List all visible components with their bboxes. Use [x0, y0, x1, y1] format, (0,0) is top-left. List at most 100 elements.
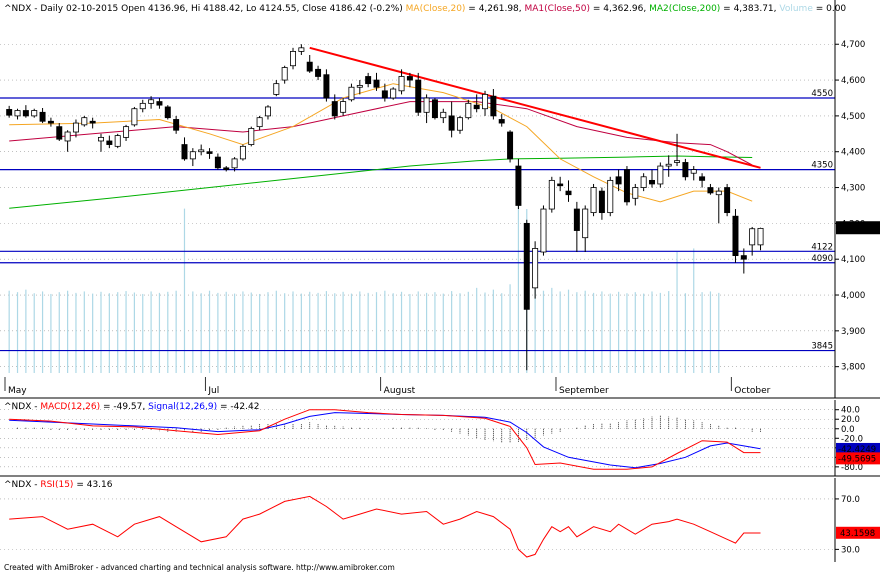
candle-down	[724, 187, 731, 214]
candle-up	[482, 93, 489, 110]
footer-credit: Created with AmiBroker - advanced charti…	[4, 563, 395, 572]
candle-up	[123, 126, 130, 138]
price-title-part-4: = 4,362.96,	[590, 4, 646, 14]
price-title-part-8: = 0.00	[813, 4, 847, 14]
resistance-trendline	[309, 46, 761, 169]
level-label-4122: 4122	[811, 242, 833, 252]
candle-up	[139, 102, 146, 110]
candle-down	[206, 151, 213, 154]
price-title-part-6: = 4,383.71,	[720, 4, 776, 14]
candle-up	[14, 110, 21, 117]
candle-up	[239, 145, 246, 160]
macd-signal-value-box	[836, 442, 880, 455]
price-title: ^NDX - Daily 02-10-2015 Open 4136.96, Hi…	[4, 4, 846, 14]
candle-down	[473, 104, 480, 110]
candle-up	[298, 47, 305, 52]
macd-macd-value-label: -49.5695	[838, 454, 876, 464]
rsi-value-label: 43.1598	[840, 529, 875, 539]
candle-down	[557, 183, 564, 187]
candle-down	[615, 176, 622, 185]
candle-down	[323, 74, 330, 99]
price-title-part-2: = 4,261.98,	[465, 4, 521, 14]
candle-down	[214, 156, 221, 169]
rsi-pane[interactable]: 70.0 30.0 43.1598 ^NDX - RSI(15) = 43.16	[0, 478, 880, 562]
candle-up	[690, 169, 697, 174]
candle-up	[356, 85, 363, 88]
candle-down	[156, 101, 163, 106]
macd-title: ^NDX - MACD(12,26) = -49.57, Signal(12,2…	[4, 402, 259, 412]
candle-up	[281, 67, 288, 81]
month-label: May	[8, 386, 27, 396]
candle-up	[98, 136, 104, 142]
price-title-part-0: ^NDX - Daily 02-10-2015 Open 4136.96, Hi…	[4, 4, 403, 14]
candle-down	[682, 162, 689, 178]
price-tick-label: 4,700	[841, 40, 865, 50]
candle-up	[532, 248, 539, 289]
candle-up	[632, 187, 639, 199]
candle-up	[273, 83, 280, 95]
candle-up	[465, 102, 472, 119]
candle-up	[590, 187, 597, 214]
candle-down	[523, 222, 530, 310]
candle-down	[507, 131, 514, 160]
price-title-part-3: MA1(Close,50)	[522, 4, 590, 14]
price-tick-label: 4,100	[841, 255, 865, 265]
candle-down	[89, 120, 96, 124]
macd-signal-value-label: -42.4249	[838, 445, 876, 455]
candle-down	[47, 120, 54, 124]
candle-up	[749, 228, 756, 246]
macd-title-part-4: = -42.42	[217, 402, 259, 412]
level-label-3845: 3845	[811, 342, 833, 352]
rsi-title: ^NDX - RSI(15) = 43.16	[4, 480, 113, 490]
macd-title-part-3: Signal(12,26,9)	[148, 402, 217, 412]
candle-up	[231, 158, 238, 169]
candle-up	[198, 149, 205, 153]
candle-up	[31, 110, 38, 117]
candle-down	[315, 68, 322, 77]
candle-up	[348, 86, 355, 101]
candle-down	[707, 187, 714, 194]
macd-title-part-2: = -49.57,	[100, 402, 148, 412]
last-price-label: 4,186.42	[839, 224, 877, 234]
macd-tick-label: 40.0	[841, 406, 860, 416]
macd-pane[interactable]: 40.020.00.0-20.0 -80.0 -42.4249-49.5695 ^ND…	[0, 400, 880, 477]
candle-up	[757, 227, 764, 246]
macd-tick-label: 20.0	[841, 415, 860, 425]
macd-tick-label: 0.0	[841, 425, 855, 435]
candle-up	[290, 51, 297, 67]
candle-down	[573, 208, 580, 231]
candle-down	[732, 215, 739, 257]
candle-up	[657, 165, 664, 185]
ma200-line	[9, 155, 753, 209]
candle-up	[456, 117, 463, 131]
price-pane[interactable]: 3,8003,9004,0004,1004,2004,3004,4004,500…	[0, 0, 880, 399]
candle-down	[164, 106, 171, 119]
candle-up	[248, 128, 255, 145]
candle-down	[22, 110, 29, 117]
price-tick-label: 4,000	[841, 291, 865, 301]
month-label: August	[384, 386, 416, 396]
candle-down	[39, 111, 46, 122]
candle-up	[398, 76, 405, 92]
candle-down	[565, 190, 572, 196]
ma50-line	[9, 101, 753, 166]
macd-tick-label: -80.0	[841, 463, 863, 473]
rsi-title-part-0: ^NDX -	[4, 480, 40, 490]
candle-up	[540, 208, 547, 253]
price-title-part-7: Volume	[777, 4, 814, 14]
candle-up	[440, 111, 447, 119]
level-label-4090: 4090	[811, 254, 833, 264]
candle-up	[715, 190, 722, 196]
month-label: Jul	[207, 386, 219, 396]
candle-down	[381, 90, 388, 99]
macd-title-part-1: MACD(12,26)	[40, 402, 100, 412]
macd-signal-line	[9, 412, 761, 469]
candle-down	[331, 101, 338, 117]
rsi-line	[9, 495, 761, 558]
candle-up	[340, 101, 347, 113]
candle-down	[415, 79, 422, 113]
candle-up	[640, 176, 647, 188]
candle-up	[390, 88, 397, 99]
price-tick-label: 3,900	[841, 327, 865, 337]
candle-down	[740, 255, 747, 260]
